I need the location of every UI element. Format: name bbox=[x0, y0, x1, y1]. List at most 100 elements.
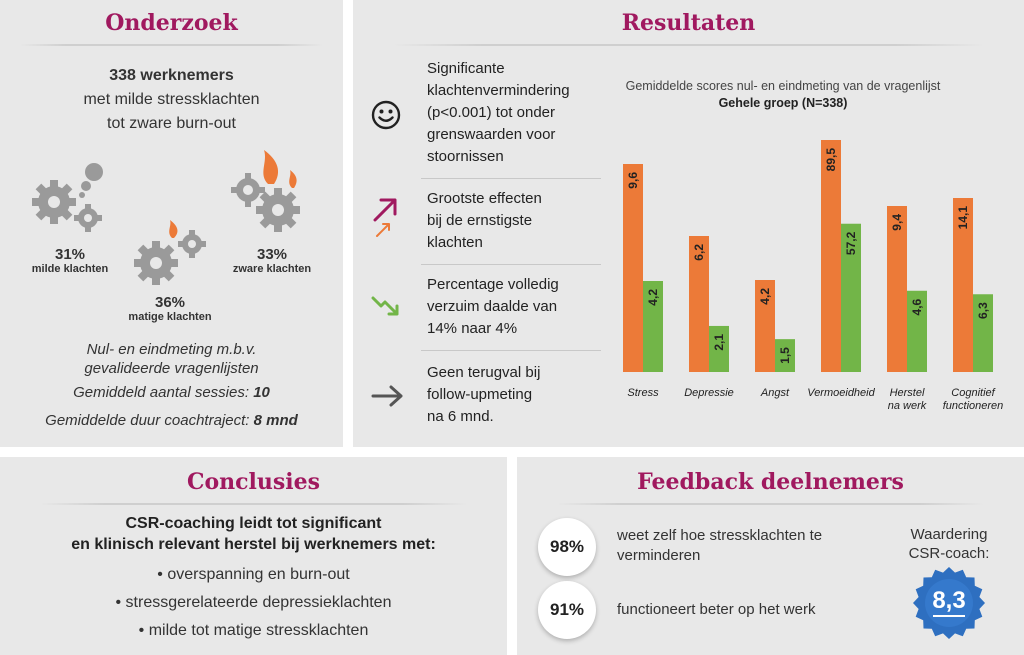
result-line: (p<0.001) tot onder bbox=[427, 104, 556, 121]
resultaten-divider bbox=[393, 44, 984, 46]
bar-label: 6,3 bbox=[976, 302, 990, 319]
group-mild: 31% milde klachten bbox=[20, 246, 120, 275]
category-label: na werk bbox=[888, 400, 927, 412]
bar-eindmeting-0 bbox=[643, 281, 663, 372]
group-severe-pct: 33% bbox=[256, 246, 288, 263]
result-item-effects: Grootste effecten bij de ernstigste klac… bbox=[371, 188, 581, 258]
gears-mild-icon bbox=[32, 163, 103, 232]
participants-summary: 338 werknemers met milde stressklachten … bbox=[0, 64, 343, 136]
group-moderate-pct: 36% bbox=[154, 294, 186, 311]
bar-nulmeting-2 bbox=[755, 280, 775, 372]
result-line: bij de ernstigste bbox=[427, 212, 533, 229]
resultaten-title: Resultaten bbox=[621, 10, 756, 36]
bar-nulmeting-5 bbox=[953, 198, 973, 372]
category-label: Stress bbox=[627, 387, 659, 399]
bar-label: 4,6 bbox=[910, 298, 924, 315]
result-line: na 6 mnd. bbox=[427, 408, 494, 425]
result-line: verzuim daalde van bbox=[427, 298, 558, 315]
arrow-down-right-icon bbox=[371, 296, 399, 316]
rating-line-2: CSR-coach: bbox=[908, 545, 990, 562]
feedback-text-98: weet zelf hoe stressklachten te verminde… bbox=[617, 526, 822, 566]
category-label: functioneren bbox=[943, 400, 1004, 412]
group-severe: 33% zware klachten bbox=[222, 246, 322, 275]
conclusion-line-1: CSR-coaching leidt tot significant bbox=[125, 515, 382, 532]
smiley-icon bbox=[371, 100, 401, 130]
rating-label: Waardering CSR-coach: bbox=[889, 525, 1009, 563]
bar-label: 14,1 bbox=[956, 206, 970, 230]
category-label: Herstel bbox=[890, 387, 925, 399]
bar-label: 9,6 bbox=[626, 172, 640, 189]
result-line: follow-upmeting bbox=[427, 386, 533, 403]
rating-badge-icon bbox=[913, 567, 985, 639]
result-text-significance: Significante klachtenvermindering (p<0.0… bbox=[427, 58, 570, 168]
bar-nulmeting-4 bbox=[887, 206, 907, 372]
category-label: Angst bbox=[760, 387, 790, 399]
category-label: Vermoeidheid bbox=[807, 387, 875, 399]
bar-nulmeting-1 bbox=[689, 236, 709, 372]
result-item-significance: Significante klachtenvermindering (p<0.0… bbox=[371, 58, 581, 173]
feedback-line: verminderen bbox=[617, 547, 701, 564]
feedback-pct-91: 91% bbox=[538, 581, 596, 639]
group-mild-pct: 31% bbox=[54, 246, 86, 263]
rating-line-1: Waardering bbox=[910, 526, 988, 543]
chart-subtitle: Gehele groep (N=338) bbox=[719, 96, 848, 110]
onderzoek-title: Onderzoek bbox=[105, 10, 238, 36]
result-line: klachtenvermindering bbox=[427, 82, 570, 99]
bar-eindmeting-1 bbox=[709, 325, 729, 372]
result-line: stoornissen bbox=[427, 148, 504, 165]
arrow-up-right-icon bbox=[373, 198, 397, 237]
feedback-line: weet zelf hoe stressklachten te bbox=[617, 527, 823, 544]
results-bar-chart: Gemiddelde scores nul- en eindmeting van… bbox=[623, 79, 1004, 412]
sessions-text: Gemiddeld aantal sessies: 10 bbox=[0, 384, 343, 401]
feedback-panel: Feedback deelnemers 98% weet zelf hoe st… bbox=[517, 457, 1024, 655]
arrow-right-icon bbox=[371, 385, 403, 407]
feedback-text-91: functioneert beter op het werk bbox=[617, 600, 815, 620]
bar-label: 57,2 bbox=[844, 231, 858, 255]
gears-severe-icon bbox=[231, 150, 300, 232]
group-moderate: 36% matige klachten bbox=[120, 294, 220, 323]
conclusion-statement: CSR-coaching leidt tot significant en kl… bbox=[0, 513, 507, 555]
result-text-relapse: Geen terugval bij follow-upmeting na 6 m… bbox=[427, 362, 540, 428]
bar-label: 6,2 bbox=[692, 244, 706, 261]
conclusion-bullet: • stressgerelateerde depressieklachten bbox=[115, 594, 392, 611]
result-line: Grootste effecten bbox=[427, 190, 542, 207]
result-separator bbox=[421, 350, 601, 351]
sessions-label: Gemiddeld aantal sessies: bbox=[73, 384, 254, 401]
bar-label: 4,2 bbox=[758, 288, 772, 305]
bar-eindmeting-3 bbox=[841, 223, 861, 372]
bar-nulmeting-3 bbox=[821, 140, 841, 372]
result-line: klachten bbox=[427, 234, 483, 251]
result-text-effects: Grootste effecten bij de ernstigste klac… bbox=[427, 188, 542, 254]
category-label: Cognitief bbox=[951, 387, 995, 399]
group-moderate-label: matige klachten bbox=[128, 311, 212, 323]
result-line: 14% naar 4% bbox=[427, 320, 518, 337]
result-separator bbox=[421, 264, 601, 265]
conclusion-line-2: en klinisch relevant herstel bij werknem… bbox=[71, 536, 436, 553]
conclusion-bullet: • overspanning en burn-out bbox=[157, 566, 350, 583]
method-text: Nul- en eindmeting m.b.v. gevalideerde v… bbox=[0, 340, 343, 378]
method-line-2: gevalideerde vragenlijsten bbox=[84, 360, 259, 377]
resultaten-panel: Resultaten Significante klachtenverminde… bbox=[353, 0, 1024, 447]
participant-count: 338 werknemers bbox=[109, 67, 234, 84]
conclusies-panel: Conclusies CSR-coaching leidt tot signif… bbox=[0, 457, 507, 655]
category-label: Depressie bbox=[684, 387, 734, 399]
result-item-absence: Percentage volledig verzuim daalde van 1… bbox=[371, 274, 581, 344]
group-severe-label: zware klachten bbox=[232, 263, 312, 275]
result-line: grenswaarden voor bbox=[427, 126, 556, 143]
bar-label: 1,5 bbox=[778, 347, 792, 364]
bar-label: 9,4 bbox=[890, 214, 904, 231]
result-text-absence: Percentage volledig verzuim daalde van 1… bbox=[427, 274, 559, 340]
participant-desc-2: tot zware burn-out bbox=[107, 115, 236, 132]
method-line-1: Nul- en eindmeting m.b.v. bbox=[86, 341, 257, 358]
conclusies-title: Conclusies bbox=[186, 469, 321, 495]
sessions-value: 10 bbox=[253, 384, 270, 401]
bar-eindmeting-5 bbox=[973, 294, 993, 372]
feedback-title: Feedback deelnemers bbox=[637, 469, 904, 495]
bar-label: 4,2 bbox=[646, 289, 660, 306]
feedback-divider bbox=[557, 503, 984, 505]
duration-value: 8 mnd bbox=[253, 412, 298, 429]
result-line: Percentage volledig bbox=[427, 276, 559, 293]
result-line: Geen terugval bij bbox=[427, 364, 541, 381]
duration-label: Gemiddelde duur coachtraject: bbox=[45, 412, 254, 429]
participant-desc-1: met milde stressklachten bbox=[83, 91, 260, 108]
